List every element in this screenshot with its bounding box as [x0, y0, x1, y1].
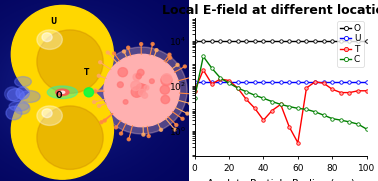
- Ellipse shape: [56, 89, 69, 96]
- Circle shape: [160, 128, 163, 131]
- Ellipse shape: [37, 106, 62, 125]
- Circle shape: [96, 47, 187, 134]
- Circle shape: [192, 92, 195, 95]
- Circle shape: [168, 53, 171, 56]
- Ellipse shape: [6, 106, 22, 120]
- Circle shape: [175, 124, 178, 127]
- Circle shape: [162, 74, 172, 83]
- Text: U: U: [50, 17, 56, 26]
- Circle shape: [137, 69, 144, 76]
- Legend: O, U, T, C: O, U, T, C: [337, 21, 364, 67]
- Circle shape: [142, 133, 145, 136]
- Ellipse shape: [15, 103, 30, 114]
- Circle shape: [127, 138, 130, 141]
- Circle shape: [189, 102, 192, 105]
- Ellipse shape: [15, 77, 31, 87]
- Circle shape: [94, 89, 97, 92]
- Circle shape: [176, 63, 179, 66]
- X-axis label: Analyte Particle Radius (nm): Analyte Particle Radius (nm): [207, 178, 355, 181]
- Ellipse shape: [7, 89, 24, 101]
- Circle shape: [119, 132, 122, 135]
- Circle shape: [84, 88, 93, 97]
- Circle shape: [118, 82, 123, 87]
- Circle shape: [161, 95, 170, 104]
- Circle shape: [151, 43, 154, 45]
- Circle shape: [11, 81, 113, 179]
- Text: T: T: [84, 68, 90, 77]
- Circle shape: [100, 121, 103, 124]
- Ellipse shape: [37, 106, 103, 169]
- Circle shape: [147, 135, 150, 138]
- Ellipse shape: [16, 87, 29, 99]
- Text: O: O: [55, 90, 62, 100]
- Circle shape: [136, 73, 141, 79]
- Circle shape: [139, 89, 146, 96]
- Circle shape: [104, 54, 180, 127]
- Title: Local E-field at different locations: Local E-field at different locations: [161, 4, 378, 17]
- Circle shape: [142, 85, 147, 89]
- Circle shape: [160, 85, 169, 94]
- Circle shape: [131, 81, 141, 91]
- Circle shape: [11, 5, 113, 103]
- Circle shape: [191, 75, 194, 78]
- Circle shape: [136, 87, 145, 95]
- Circle shape: [123, 100, 128, 104]
- Ellipse shape: [20, 90, 40, 102]
- Circle shape: [133, 73, 141, 81]
- Circle shape: [118, 68, 127, 77]
- Circle shape: [181, 117, 184, 120]
- Ellipse shape: [9, 101, 29, 111]
- Circle shape: [127, 46, 130, 49]
- Circle shape: [136, 84, 146, 92]
- Circle shape: [161, 75, 172, 86]
- Ellipse shape: [37, 30, 62, 49]
- Circle shape: [113, 52, 116, 55]
- Circle shape: [99, 61, 102, 64]
- Circle shape: [135, 90, 142, 96]
- Circle shape: [94, 90, 97, 93]
- Ellipse shape: [47, 86, 77, 99]
- Circle shape: [186, 112, 189, 115]
- Circle shape: [155, 49, 158, 52]
- Ellipse shape: [37, 30, 103, 93]
- Circle shape: [174, 128, 177, 131]
- Circle shape: [144, 85, 149, 90]
- Circle shape: [131, 87, 142, 97]
- Ellipse shape: [42, 33, 52, 42]
- Ellipse shape: [60, 91, 65, 93]
- Circle shape: [98, 104, 101, 107]
- Circle shape: [139, 43, 143, 45]
- Circle shape: [149, 79, 154, 83]
- Circle shape: [142, 93, 148, 98]
- Ellipse shape: [42, 109, 52, 118]
- Ellipse shape: [5, 87, 20, 101]
- Circle shape: [93, 101, 96, 104]
- Circle shape: [169, 56, 172, 59]
- Circle shape: [103, 119, 106, 122]
- Circle shape: [115, 126, 118, 129]
- Circle shape: [183, 65, 186, 68]
- Circle shape: [122, 50, 125, 53]
- Circle shape: [97, 74, 100, 77]
- Circle shape: [106, 51, 109, 54]
